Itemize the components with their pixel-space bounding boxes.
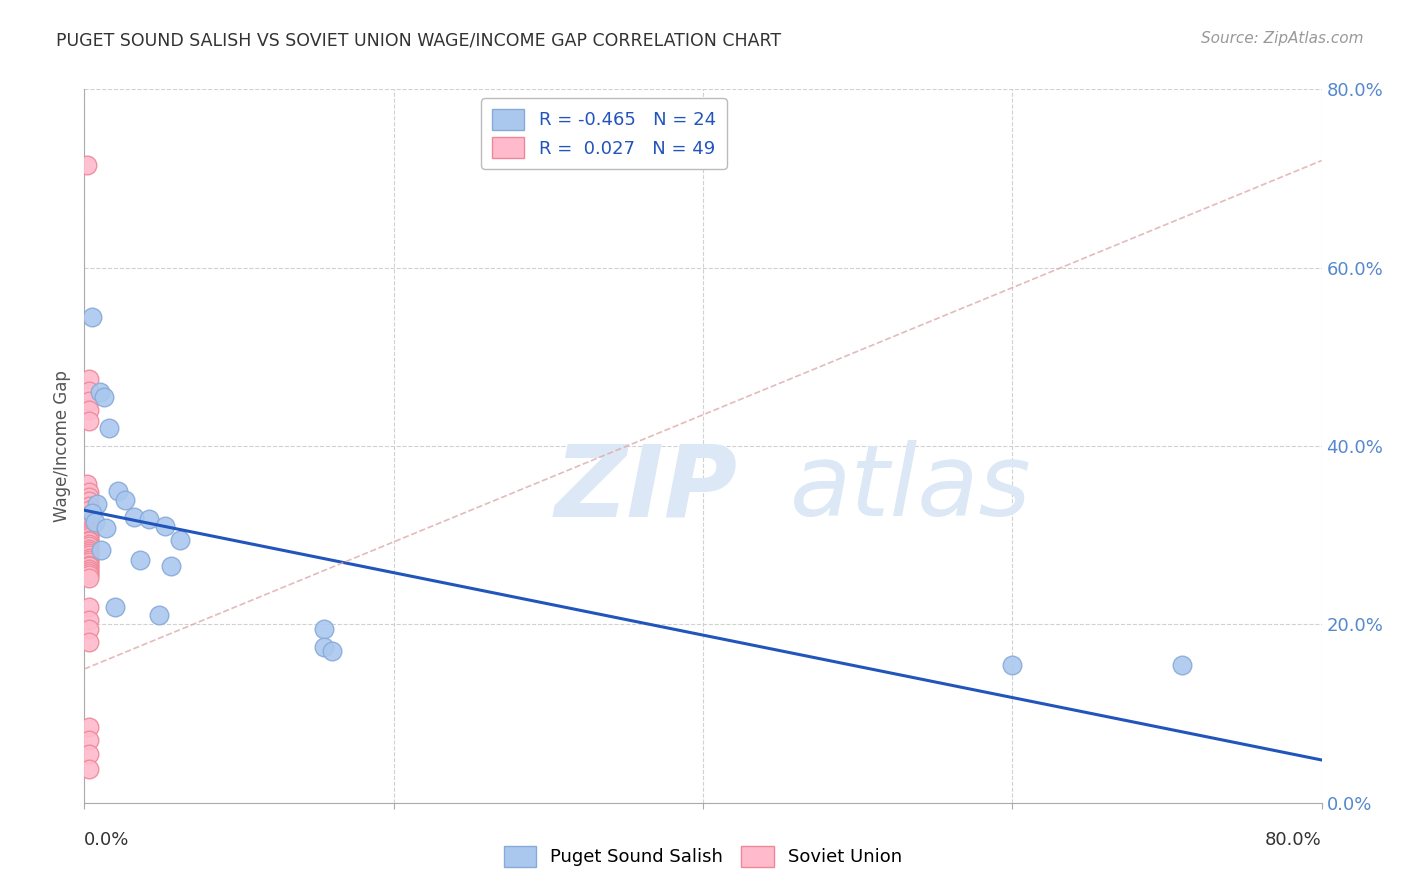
Point [77,544,100,558]
Text: PUGET SOUND SALISH VS SOVIET UNION WAGE/INCOME GAP CORRELATION CHART: PUGET SOUND SALISH VS SOVIET UNION WAGE/… [56,31,782,49]
Point [1001,657,1024,672]
Point [160,559,183,574]
Y-axis label: Wage/Income Gap: Wage/Income Gap [53,370,72,522]
Point [77,537,100,551]
Point [77,530,100,544]
Point [104,599,127,614]
Point [77,522,100,536]
Point [77,525,100,540]
Legend: Puget Sound Salish, Soviet Union: Puget Sound Salish, Soviet Union [496,838,910,874]
Point [77,485,100,500]
Point [77,524,100,538]
Text: ZIP: ZIP [554,441,738,537]
Point [77,499,100,513]
Point [77,553,100,567]
Point [129,553,152,567]
Point [77,562,100,576]
Point [314,640,336,654]
Point [77,571,100,585]
Point [77,534,100,549]
Point [77,548,100,562]
Point [77,403,100,417]
Point [321,644,343,658]
Point [77,508,100,522]
Point [76,477,98,491]
Point [77,635,100,649]
Point [77,503,100,517]
Point [90,543,112,558]
Point [77,568,100,582]
Point [77,394,100,409]
Point [77,720,100,734]
Point [93,390,115,404]
Point [148,608,170,623]
Point [77,613,100,627]
Point [82,506,104,520]
Point [77,762,100,776]
Point [77,558,100,572]
Point [77,550,100,565]
Point [77,733,100,747]
Point [77,513,100,527]
Text: 0.0%: 0.0% [84,831,129,849]
Point [1171,657,1194,672]
Text: Source: ZipAtlas.com: Source: ZipAtlas.com [1201,31,1364,46]
Point [77,528,100,542]
Point [77,747,100,761]
Point [76,158,98,172]
Point [77,546,100,560]
Legend: R = -0.465   N = 24, R =  0.027   N = 49: R = -0.465 N = 24, R = 0.027 N = 49 [481,98,727,169]
Point [77,517,100,532]
Point [77,541,100,556]
Point [77,372,100,386]
Point [153,519,176,533]
Point [77,622,100,636]
Point [77,539,100,553]
Point [107,483,129,498]
Point [122,510,145,524]
Point [114,492,136,507]
Point [89,385,111,400]
Point [169,533,191,547]
Point [77,559,100,574]
Point [77,510,100,524]
Text: atlas: atlas [790,441,1031,537]
Point [77,566,100,580]
Point [77,555,100,569]
Point [77,515,100,529]
Point [77,414,100,428]
Point [138,512,160,526]
Point [77,494,100,508]
Point [98,421,121,435]
Point [77,564,100,578]
Point [77,519,100,533]
Point [94,521,117,535]
Point [314,622,336,636]
Point [77,533,100,547]
Point [84,515,107,529]
Point [77,490,100,504]
Point [82,310,104,324]
Point [77,599,100,614]
Text: 80.0%: 80.0% [1265,831,1322,849]
Point [77,384,100,398]
Point [86,497,108,511]
